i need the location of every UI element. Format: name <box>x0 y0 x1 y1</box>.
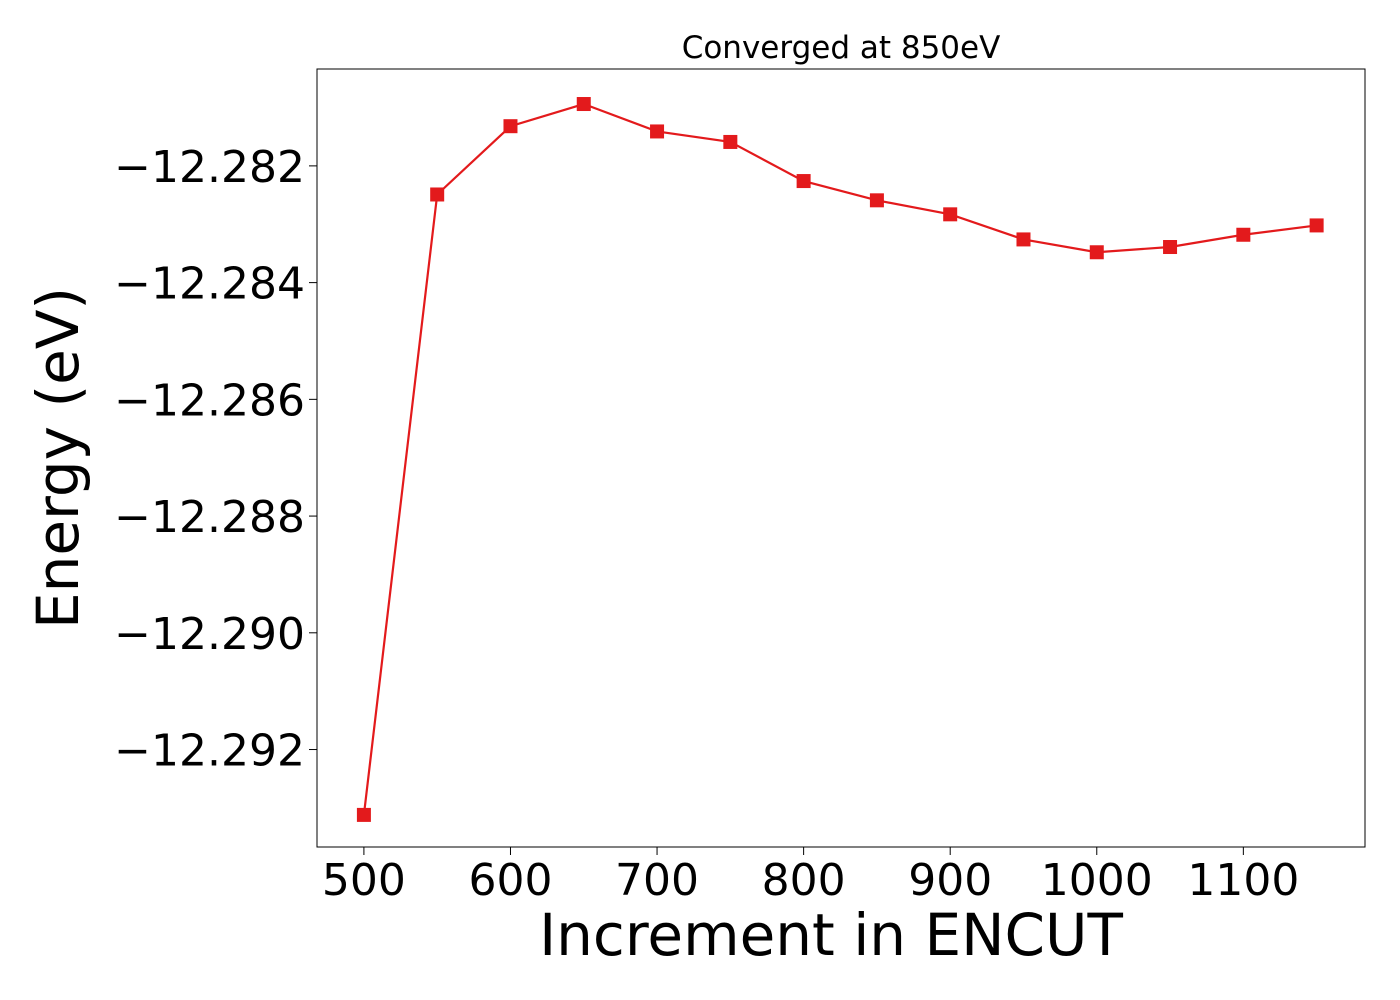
data-point-marker <box>356 807 371 822</box>
data-point-marker <box>943 207 958 222</box>
data-point-marker <box>796 174 811 189</box>
x-tick-label: 500 <box>322 855 406 906</box>
y-tick-label: −12.284 <box>114 259 305 310</box>
data-point-marker <box>503 119 518 134</box>
x-tick-label: 1000 <box>1041 855 1153 906</box>
series-layer <box>356 97 1324 822</box>
y-tick-label: −12.288 <box>114 492 305 543</box>
data-point-marker <box>1236 227 1251 242</box>
data-point-marker <box>430 187 445 202</box>
plot-area <box>316 68 1366 848</box>
x-tick-label: 700 <box>615 855 699 906</box>
data-point-marker <box>1163 240 1178 255</box>
data-point-marker <box>869 193 884 208</box>
chart-title: Converged at 850eV <box>682 30 1001 66</box>
y-axis-ticks: −12.282 −12.284 −12.286 −12.288 −12.290 −12.2… <box>114 142 317 777</box>
data-point-marker <box>1309 218 1324 233</box>
y-axis-label: Energy (eV) <box>24 287 92 629</box>
data-point-marker <box>650 124 665 139</box>
series-line <box>362 102 1317 816</box>
x-axis-label: Increment in ENCUT <box>539 901 1123 969</box>
y-tick-label: −12.290 <box>114 609 305 660</box>
data-point-marker <box>1016 232 1031 247</box>
x-axis-ticks: 500 600 700 800 900 1000 1100 <box>322 847 1299 906</box>
data-point-marker <box>723 134 738 149</box>
x-tick-label: 900 <box>908 855 992 906</box>
data-point-marker <box>1089 245 1104 260</box>
y-tick-label: −12.282 <box>114 142 305 193</box>
y-tick-label: −12.286 <box>114 375 305 426</box>
x-tick-label: 600 <box>468 855 552 906</box>
y-tick-label: −12.292 <box>114 726 305 777</box>
x-tick-label: 1100 <box>1187 855 1299 906</box>
x-tick-label: 800 <box>762 855 846 906</box>
data-point-marker <box>576 97 591 112</box>
